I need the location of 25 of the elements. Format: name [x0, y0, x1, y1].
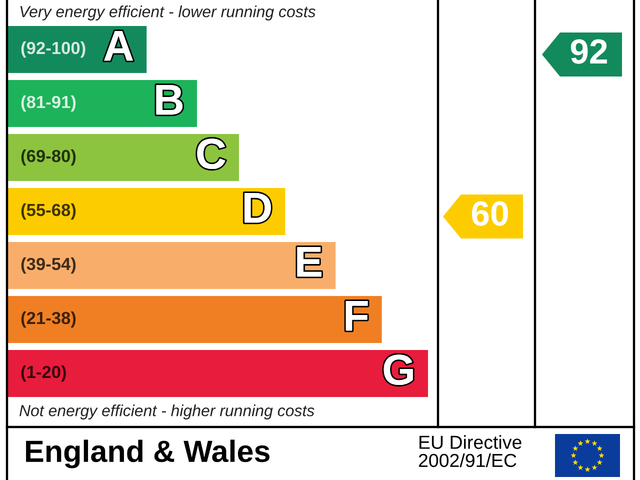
y-tick-label: (92-100) — [21, 41, 86, 58]
text: EU Directive 2002/91/EC — [418, 435, 522, 468]
y-tick-label: (1-20) — [21, 365, 66, 382]
annotation: A — [104, 31, 133, 61]
bar — [8, 134, 239, 181]
y-tick-label: (55-68) — [21, 203, 76, 220]
bar — [8, 188, 286, 235]
annotation: C — [197, 138, 226, 170]
annotation: B — [156, 85, 183, 115]
annotation: E — [297, 247, 322, 277]
y-tick-label: (69-80) — [21, 149, 76, 166]
y-tick-label: (81-91) — [21, 95, 76, 112]
text: Very energy efficient - lower running costs — [20, 6, 316, 20]
bar — [8, 296, 382, 343]
text: Not energy efficient - higher running costs — [19, 404, 314, 420]
bar — [8, 242, 336, 289]
annotation: F — [346, 301, 368, 331]
y-tick-label: (39-54) — [21, 257, 76, 274]
annotation: D — [244, 193, 271, 223]
annotation: G — [384, 354, 413, 386]
y-tick-label: (21-38) — [21, 311, 76, 328]
bar — [8, 350, 428, 397]
text: 92 — [570, 39, 607, 64]
text: England & Wales — [26, 440, 270, 468]
text: 60 — [472, 201, 508, 226]
